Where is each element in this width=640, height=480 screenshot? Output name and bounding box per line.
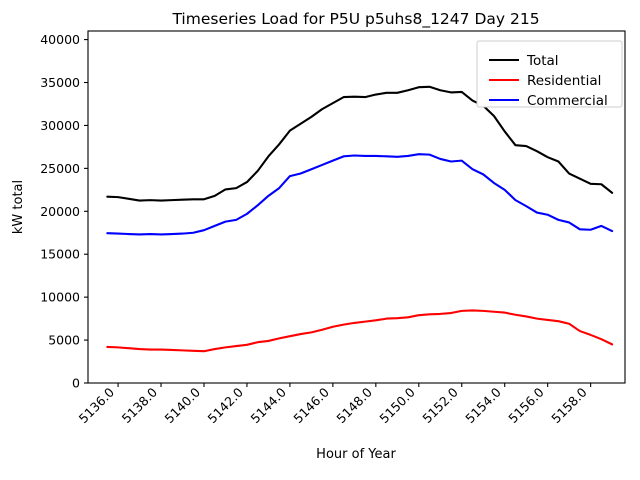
y-tick-label: 5000 <box>48 333 80 348</box>
y-tick-label: 0 <box>72 376 80 391</box>
y-tick-label: 15000 <box>40 247 80 262</box>
x-axis-title: Hour of Year <box>316 447 396 462</box>
y-tick-label: 35000 <box>40 75 80 90</box>
series-line-residential <box>106 309 614 353</box>
y-tick-label: 25000 <box>40 161 80 176</box>
series-line-commercial <box>106 153 614 236</box>
y-tick-label: 10000 <box>40 290 80 305</box>
y-tick-label: 40000 <box>40 32 80 47</box>
y-axis-ticks: 0 5000 10000 15000 20000 25000 30000 35000 40000 <box>40 32 88 391</box>
series-line-total <box>106 85 614 202</box>
data-series-group <box>106 85 614 353</box>
axes-border <box>87 30 626 384</box>
legend-background <box>476 40 623 108</box>
plot-frame <box>87 30 626 384</box>
chart-legend[interactable]: Total Residential Commercial <box>476 40 623 109</box>
legend-label-total: Total <box>526 53 559 69</box>
chart-title: Timeseries Load for P5U p5uhs8_1247 Day … <box>171 10 539 29</box>
y-axis-title: kW total <box>11 180 26 234</box>
legend-label-commercial: Commercial <box>527 93 608 109</box>
y-tick-label: 20000 <box>40 204 80 219</box>
legend-label-residential: Residential <box>527 73 601 89</box>
y-tick-label: 30000 <box>40 118 80 133</box>
